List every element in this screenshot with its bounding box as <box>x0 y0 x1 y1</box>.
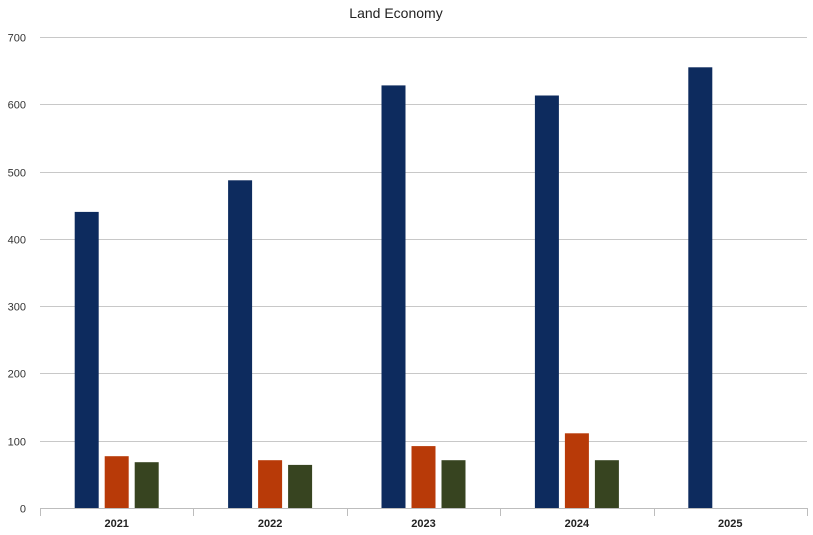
bar-2021-series-3 <box>134 462 159 508</box>
bar-2023-series-3 <box>441 460 466 508</box>
bars <box>74 67 713 509</box>
bar-2022-series-3 <box>288 464 313 508</box>
bar-2021-series-1 <box>74 211 99 508</box>
bar-2022-series-1 <box>228 180 253 509</box>
chart-title: Land Economy <box>349 5 442 21</box>
y-tick-label: 600 <box>8 100 26 112</box>
y-tick-label: 0 <box>20 504 26 516</box>
y-tick-label: 500 <box>8 168 26 180</box>
y-tick-label: 200 <box>8 369 26 381</box>
x-tick-label: 2024 <box>565 518 590 530</box>
y-tick-label: 100 <box>8 437 26 449</box>
bar-2021-series-2 <box>104 456 129 508</box>
gridlines <box>40 37 807 509</box>
x-tick-label: 2023 <box>411 518 435 530</box>
y-tick-label: 400 <box>8 235 26 247</box>
bar-2024-series-2 <box>564 433 589 508</box>
x-axis: 2021 2022 2023 2024 2025 <box>40 508 808 530</box>
bar-2024-series-1 <box>534 95 559 508</box>
x-tick-label: 2025 <box>718 518 742 530</box>
bar-2025-series-1 <box>688 67 713 509</box>
y-tick-label: 300 <box>8 302 26 314</box>
bar-2023-series-2 <box>411 446 436 508</box>
y-axis-ticks: 0 100 200 300 400 500 600 700 <box>8 33 26 516</box>
x-tick-label: 2021 <box>104 518 128 530</box>
bar-2023-series-1 <box>381 85 406 509</box>
y-tick-label: 700 <box>8 33 26 45</box>
bar-2024-series-3 <box>594 460 619 508</box>
bar-2022-series-2 <box>258 460 283 508</box>
x-tick-label: 2022 <box>258 518 282 530</box>
